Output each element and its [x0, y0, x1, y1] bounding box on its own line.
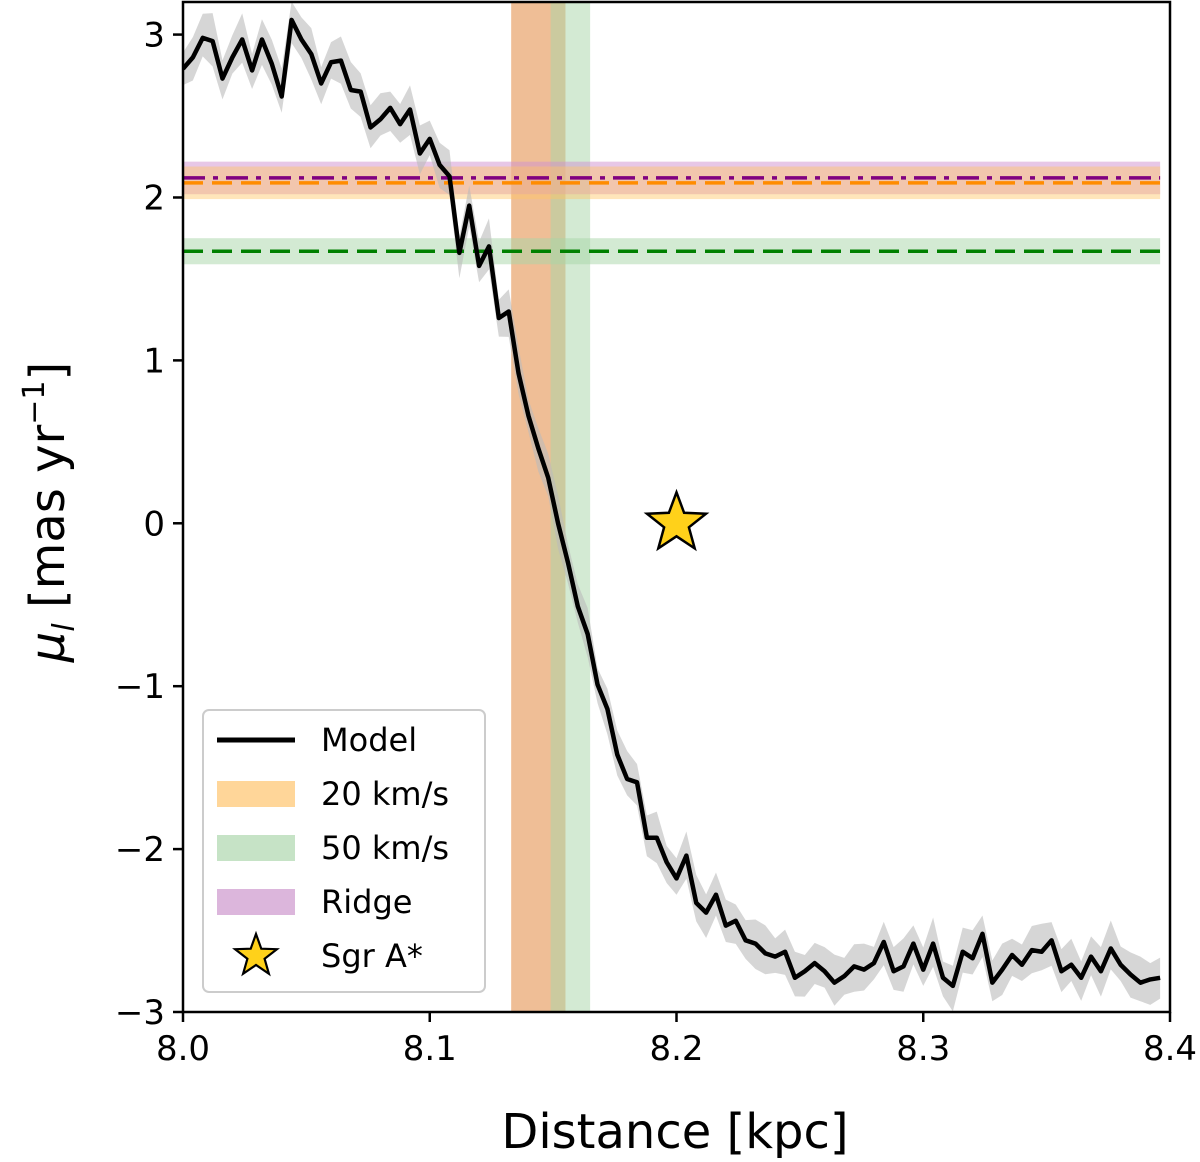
- y-tick-label: 3: [143, 16, 165, 56]
- legend-swatch-ridge: [217, 889, 295, 915]
- y-axis-label-symbol: μ: [20, 632, 76, 664]
- x-axis-label: Distance [kpc]: [501, 1104, 848, 1160]
- legend-label-20-km-s: 20 km/s: [321, 775, 449, 813]
- legend-swatch-sgr-a-icon: [232, 930, 280, 977]
- y-tick-label: 1: [143, 341, 165, 381]
- y-axis-label-units: [mas yr: [20, 424, 76, 623]
- plot-area: [183, 2, 1161, 1012]
- legend-swatch-20-km-s: [217, 781, 295, 807]
- legend-swatch-50-km-s: [217, 835, 295, 861]
- model-line: [183, 17, 1161, 989]
- x-tick-label: 8.1: [403, 1029, 457, 1069]
- x-tick-label: 8.4: [1143, 1029, 1197, 1069]
- y-axis-label-superscript: −1: [17, 381, 52, 425]
- y-tick-label: 0: [143, 504, 165, 544]
- legend-label-model: Model: [321, 721, 417, 759]
- x-tick-label: 8.2: [649, 1029, 703, 1069]
- x-tick-label: 8.0: [156, 1029, 210, 1069]
- sgr-a-star-marker: [643, 488, 710, 552]
- y-axis-label: μl [mas yr−1]: [17, 362, 82, 663]
- y-tick-label: −2: [115, 830, 165, 870]
- model-uncertainty-band: [183, 2, 1161, 1012]
- y-tick-label: 2: [143, 178, 165, 218]
- legend-label-50-km-s: 50 km/s: [321, 829, 449, 867]
- axes: 8.0 8.1 8.2 8.3 8.4 3 2 1 0 −1 −2 −3: [115, 0, 1197, 1069]
- x-tick-label: 8.3: [896, 1029, 950, 1069]
- y-axis-label-subscript: l: [47, 623, 82, 632]
- legend: Model 20 km/s 50 km/s Ridge Sgr A*: [202, 709, 486, 993]
- plot-clipped-group: [183, 2, 1161, 1012]
- legend-label-ridge: Ridge: [321, 883, 412, 921]
- y-tick-label: −3: [115, 993, 165, 1033]
- legend-label-sgr-a: Sgr A*: [321, 937, 423, 975]
- y-tick-label: −1: [115, 667, 165, 707]
- y-axis-label-close: ]: [20, 362, 76, 381]
- legend-box: [202, 709, 486, 993]
